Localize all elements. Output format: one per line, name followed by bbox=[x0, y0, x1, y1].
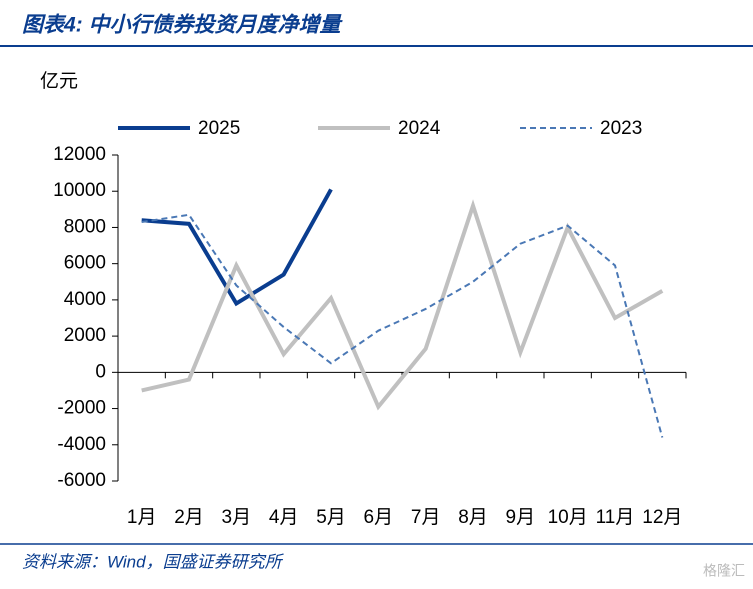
series-line bbox=[141, 188, 333, 307]
x-tick-label: 6月 bbox=[364, 507, 394, 528]
x-tick-label: 10月 bbox=[548, 507, 588, 528]
y-tick-label: 4000 bbox=[64, 289, 106, 310]
x-tick-label: 12月 bbox=[642, 507, 682, 528]
y-tick-label: 8000 bbox=[64, 216, 106, 237]
source: 资料来源：Wind，国盛证券研究所 bbox=[22, 552, 285, 571]
y-tick-label: -4000 bbox=[57, 434, 106, 455]
series-line bbox=[141, 199, 664, 411]
y-tick-label: 12000 bbox=[53, 144, 106, 165]
x-tick-label: 9月 bbox=[506, 507, 536, 528]
series-line bbox=[141, 213, 664, 438]
watermark: 格隆汇 bbox=[703, 563, 745, 579]
y-tick-label: -2000 bbox=[57, 398, 106, 419]
x-tick-label: 3月 bbox=[222, 507, 252, 528]
y-tick-label: -6000 bbox=[57, 470, 106, 491]
y-tick-label: 0 bbox=[95, 361, 106, 382]
legend-label: 2024 bbox=[398, 118, 441, 139]
y-axis-label: 亿元 bbox=[40, 70, 78, 92]
y-tick-label: 10000 bbox=[53, 180, 106, 201]
legend-label: 2025 bbox=[198, 118, 240, 139]
x-tick-label: 2月 bbox=[174, 507, 204, 528]
x-tick-label: 1月 bbox=[127, 507, 157, 528]
x-tick-label: 4月 bbox=[269, 507, 299, 528]
chart-title: 图表4: 中小行债券投资月度净增量 bbox=[22, 13, 344, 37]
y-tick-label: 6000 bbox=[64, 253, 106, 274]
x-tick-label: 5月 bbox=[316, 507, 346, 528]
y-tick-label: 2000 bbox=[64, 325, 106, 346]
legend-label: 2023 bbox=[600, 118, 642, 139]
x-tick-label: 8月 bbox=[458, 507, 488, 528]
x-tick-label: 11月 bbox=[596, 507, 635, 528]
x-tick-label: 7月 bbox=[411, 507, 441, 528]
